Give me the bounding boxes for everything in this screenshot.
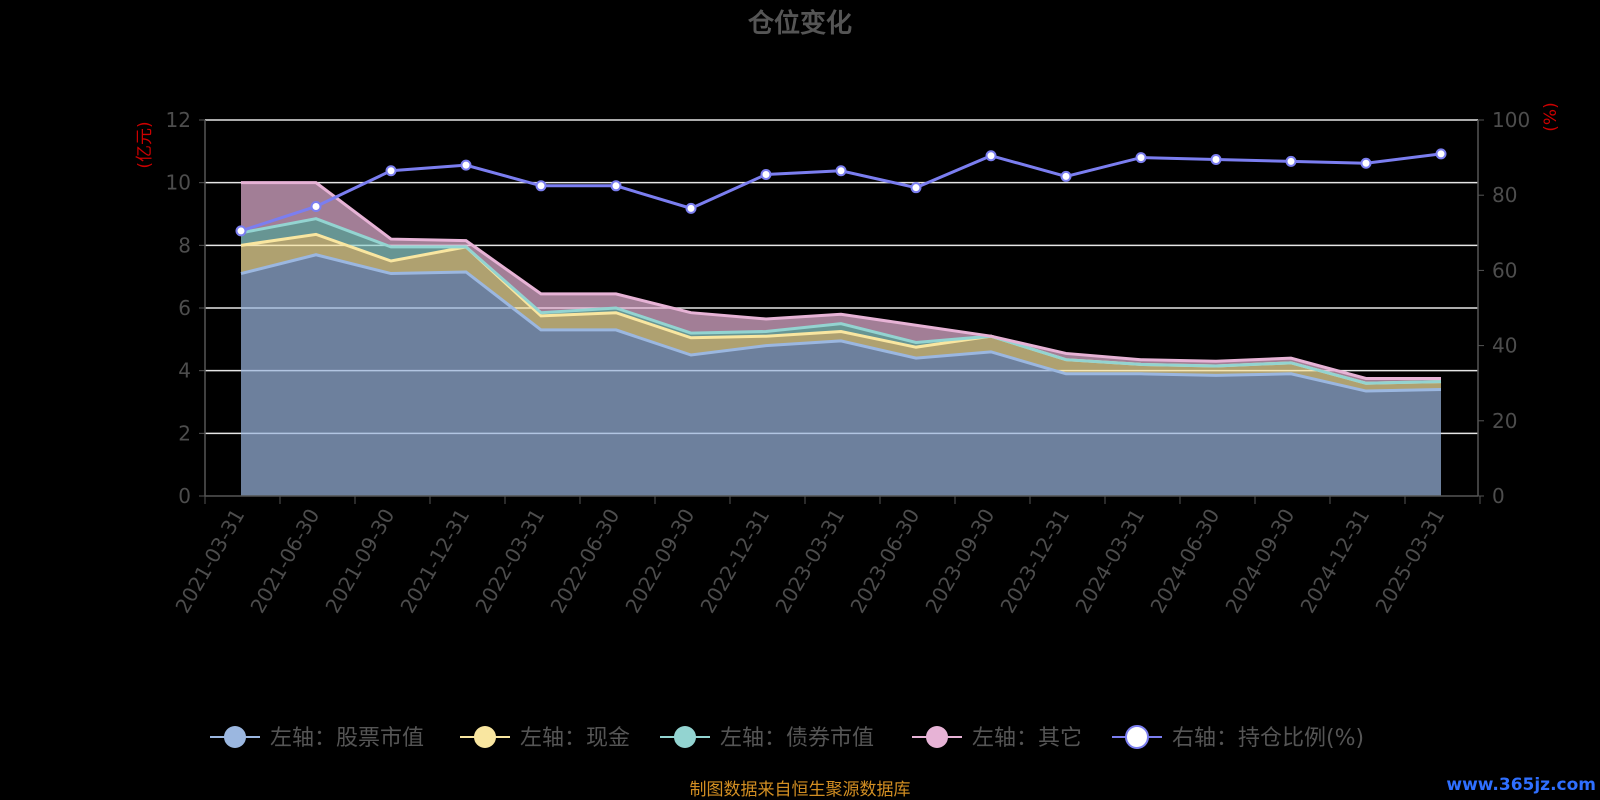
data-source-note: 制图数据来自恒生聚源数据库 <box>690 780 911 800</box>
right-axis-unit: (%) <box>1541 102 1561 131</box>
ratio-point <box>1060 170 1072 182</box>
legend-item: 左轴：债券市值 <box>660 726 874 751</box>
x-axis-tick-label: 2023-06-30 <box>845 505 924 618</box>
x-axis-tick-label: 2022-12-31 <box>695 505 774 618</box>
left-axis-tick-label: 4 <box>178 359 191 383</box>
left-axis-unit: (亿元) <box>135 121 155 168</box>
legend-label: 左轴：其它 <box>972 726 1082 751</box>
right-axis-tick-label: 100 <box>1492 108 1530 132</box>
x-axis-tick-label: 2024-03-31 <box>1070 505 1149 618</box>
ratio-point <box>1210 153 1222 165</box>
ratio-line <box>235 148 1447 237</box>
ratio-point <box>685 202 697 214</box>
x-axis-tick-label: 2021-12-31 <box>395 505 474 618</box>
right-axis-tick-label: 20 <box>1492 409 1517 433</box>
area-edge-左轴：股票市值 <box>240 253 1442 393</box>
ratio-point <box>460 159 472 171</box>
x-axis-tick-label: 2024-06-30 <box>1145 505 1224 618</box>
x-axis-tick-label: 2023-12-31 <box>995 505 1074 618</box>
legend-item: 左轴：现金 <box>460 726 630 751</box>
ratio-point <box>1360 157 1372 169</box>
legend: 左轴：股票市值 左轴：现金 左轴：债券市值 左轴：其它 右轴：持仓比例(%) <box>210 725 1364 751</box>
x-axis-tick-label: 2023-03-31 <box>770 505 849 618</box>
x-axis-tick-label: 2022-09-30 <box>620 505 699 618</box>
legend-marker <box>674 726 696 748</box>
legend-marker <box>224 726 246 748</box>
ratio-point <box>985 150 997 162</box>
right-axis-tick-label: 0 <box>1492 484 1505 508</box>
x-axis-tick-label: 2021-06-30 <box>245 505 324 618</box>
legend-item: 左轴：其它 <box>912 726 1082 751</box>
ratio-point <box>1285 155 1297 167</box>
legend-marker <box>926 726 948 748</box>
stacked-areas <box>240 181 1442 496</box>
legend-label: 左轴：股票市值 <box>270 726 424 751</box>
area-左轴：股票市值 <box>241 254 1441 496</box>
x-axis-tick-label: 2022-06-30 <box>545 505 624 618</box>
ratio-point <box>835 165 847 177</box>
right-axis-tick-label: 40 <box>1492 334 1517 358</box>
site-watermark: www.365jz.com <box>1446 775 1596 795</box>
left-axis-tick-label: 8 <box>178 233 191 257</box>
legend-label: 左轴：债券市值 <box>720 726 874 751</box>
left-axis-tick-label: 6 <box>178 296 191 320</box>
legend-marker <box>1125 725 1149 749</box>
ratio-point <box>385 165 397 177</box>
area-edge-左轴：其它 <box>241 181 1441 380</box>
right-axis-tick-label: 80 <box>1492 183 1517 207</box>
legend-item: 右轴：持仓比例(%) <box>1112 725 1364 751</box>
x-axis-tick-label: 2025-03-31 <box>1370 505 1449 618</box>
left-axis-tick-label: 12 <box>166 108 191 132</box>
ratio-point <box>535 180 547 192</box>
x-axis-tick-label: 2023-09-30 <box>920 505 999 618</box>
legend-marker <box>474 726 496 748</box>
ratio-point <box>1135 152 1147 164</box>
x-axis-tick-label: 2021-09-30 <box>320 505 399 618</box>
legend-item: 左轴：股票市值 <box>210 726 424 751</box>
ratio-point <box>910 182 922 194</box>
left-axis-tick-label: 2 <box>178 421 191 445</box>
legend-label: 左轴：现金 <box>520 726 630 751</box>
ratio-point <box>610 180 622 192</box>
x-axis-tick-label: 2024-09-30 <box>1220 505 1299 618</box>
x-axis-tick-label: 2021-03-31 <box>170 505 249 618</box>
right-axis-tick-label: 60 <box>1492 258 1517 282</box>
ratio-point <box>1435 148 1447 160</box>
x-axis-tick-label: 2022-03-31 <box>470 505 549 618</box>
chart-title: 仓位变化 <box>747 8 852 39</box>
ratio-point <box>310 200 322 212</box>
legend-label: 右轴：持仓比例(%) <box>1172 726 1364 751</box>
left-axis-tick-label: 10 <box>166 171 191 195</box>
area-edge-左轴：债券市值 <box>240 217 1442 385</box>
ratio-point <box>235 225 247 237</box>
left-axis-tick-label: 0 <box>178 484 191 508</box>
area-左轴：现金 <box>241 234 1441 392</box>
x-axis-tick-label: 2024-12-31 <box>1295 505 1374 618</box>
ratio-point <box>760 169 772 181</box>
